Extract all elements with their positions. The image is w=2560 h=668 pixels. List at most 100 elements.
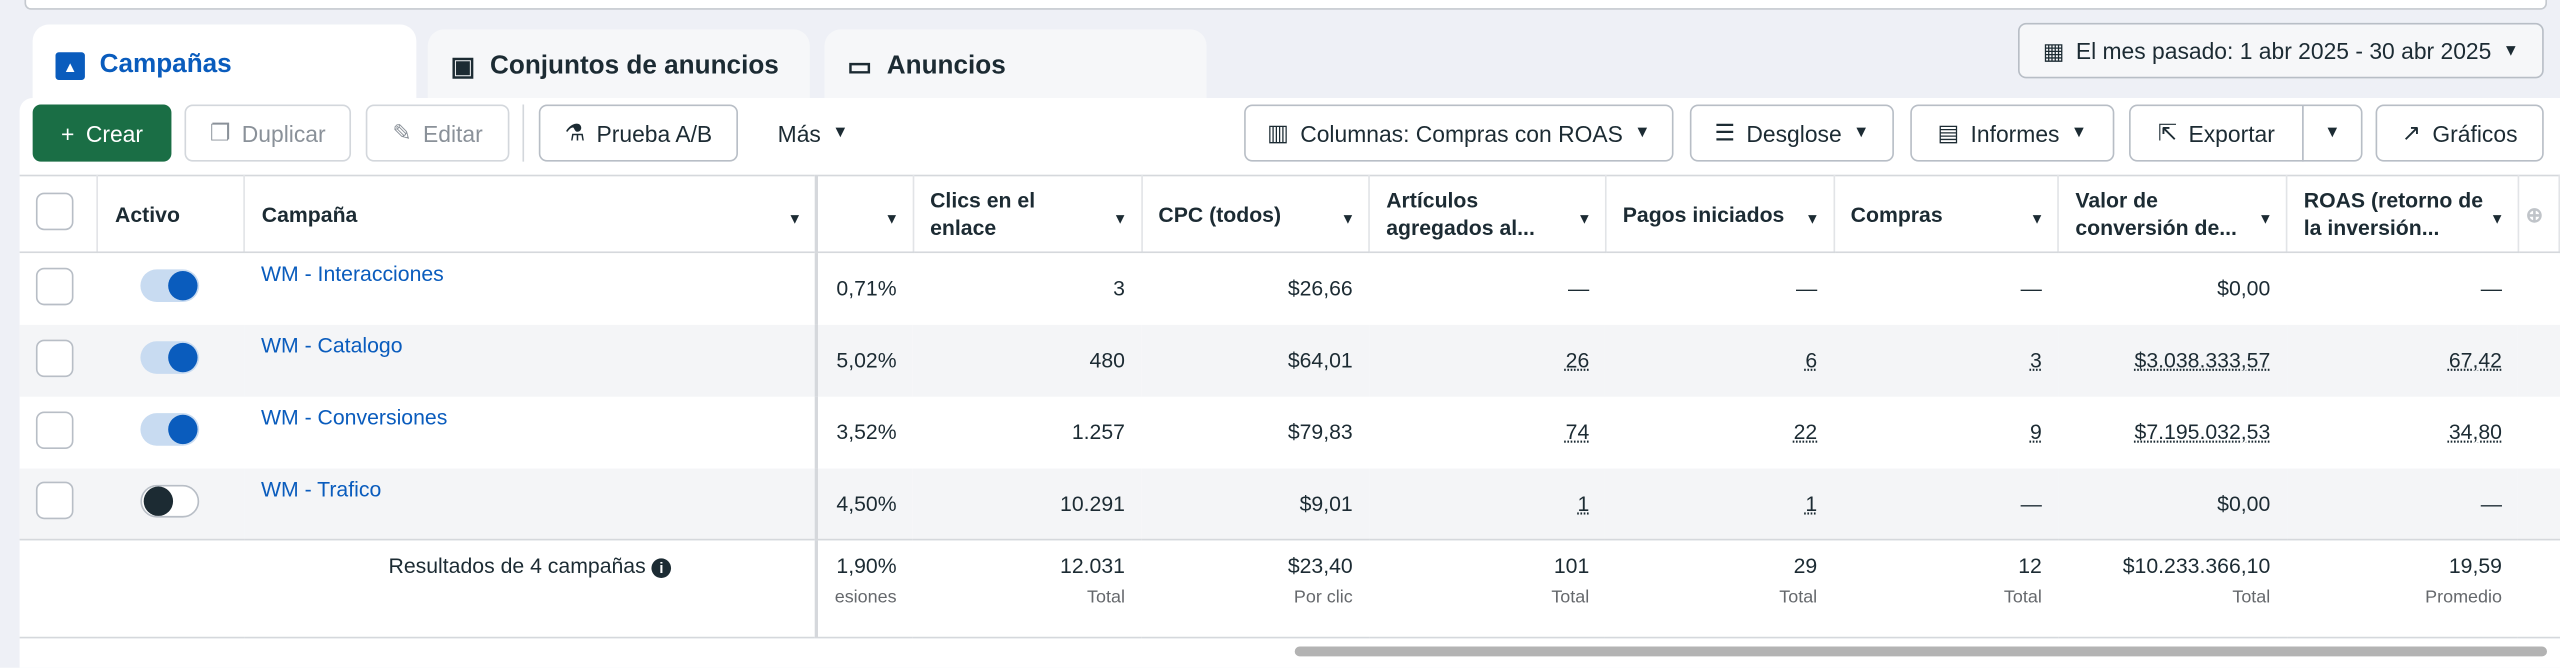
campaign-link[interactable]: WM - Conversiones [260,404,448,430]
pagos-cell: 6 [1605,324,1834,396]
horizontal-scrollbar[interactable] [1294,646,2548,657]
active-toggle[interactable] [140,341,200,374]
valor-value: $0,00 [2217,276,2271,301]
table-header: Activo Campaña ▼ ▼ Clics en el enlace ▼ CP… [19,174,2560,254]
row-checkbox[interactable] [35,482,74,520]
tab-anuncios[interactable]: ▭ Anuncios [824,29,1207,105]
divider [522,104,525,162]
compras-value[interactable]: 9 [2030,419,2042,445]
sort-icon[interactable]: ▼ [2029,210,2045,227]
valor-value[interactable]: $7.195.032,53 [2134,419,2271,445]
campaign-name-cell: WM - Interacciones [244,252,819,325]
summary-sub: Total [1779,587,1818,608]
table-row[interactable]: WM - Catalogo 5,02% 480 $64,01 26 6 3 $3.038.33… [19,324,2560,396]
active-toggle[interactable] [140,269,200,303]
duplicate-button[interactable]: ❐ Duplicar [184,104,352,162]
valor-value[interactable]: $3.038.333,57 [2134,347,2271,373]
sort-icon[interactable]: ▼ [2489,210,2505,227]
pagos-value[interactable]: 22 [1793,419,1818,445]
col-cpc[interactable]: CPC (todos) ▼ [1141,174,1370,254]
table-row[interactable]: WM - Interacciones 0,71% 3 $26,66 — — — $0,00 — [20,252,2560,325]
sort-icon[interactable]: ▼ [1577,210,1592,227]
tab-conjuntos[interactable]: ▣ Conjuntos de anuncios [427,29,810,105]
summary-sub: esiones [834,587,897,608]
create-button[interactable]: + Crear [32,104,172,162]
col-campana[interactable]: Campaña ▼ [244,174,819,254]
sort-icon[interactable]: ▼ [787,210,803,227]
info-icon[interactable]: i [651,558,672,578]
col-activo[interactable]: Activo [97,174,246,254]
pagos-cell: 1 [1605,467,1834,540]
date-range-picker[interactable]: ▦ El mes pasado: 1 abr 2025 - 30 abr 2025… [2018,22,2544,79]
campaigns-table: Activo Campaña ▼ ▼ Clics en el enlace ▼ CP… [19,174,2560,639]
tab-campanas[interactable]: ▲ Campañas [32,24,417,107]
chevron-down-icon: ▼ [2502,41,2519,60]
roas-value[interactable]: 34,80 [2448,419,2503,445]
ctr-cell: 5,02% [816,324,913,396]
sort-icon[interactable]: ▼ [2258,210,2273,227]
row-select [20,396,98,468]
summary-value: $10.233.366,10 [2122,553,2271,578]
add-column[interactable]: ⊕ [2518,174,2560,254]
select-all-checkbox[interactable] [35,191,74,230]
campaign-link[interactable]: WM - Trafico [260,476,382,501]
breakdown-button[interactable]: ☰ Desglose ▼ [1689,104,1894,162]
search-bar[interactable] [24,0,2548,10]
col-pagos[interactable]: Pagos iniciados ▼ [1605,174,1835,254]
sort-icon[interactable]: ▼ [1112,210,1128,227]
edit-button[interactable]: ✎ Editar [365,104,510,162]
pagos-value[interactable]: 1 [1805,491,1818,516]
roas-value[interactable]: 67,42 [2448,347,2503,373]
summary-roas: 19,59 Promedio [2286,538,2519,639]
summary-valor: $10.233.366,10 Total [2058,538,2287,639]
col-roas[interactable]: ROAS (retorno de la inversión... ▼ [2286,174,2520,254]
summary-sub: Promedio [2425,587,2503,608]
reports-button[interactable]: ▤ Informes ▼ [1910,104,2115,162]
more-button[interactable]: Más ▼ [759,104,867,162]
art-value[interactable]: 26 [1565,347,1590,373]
active-cell [97,324,245,396]
row-checkbox[interactable] [35,267,74,305]
col-valor[interactable]: Valor de conversión de... ▼ [2058,174,2288,254]
export-button[interactable]: ⇱ Exportar [2129,104,2304,162]
compras-cell: 3 [1833,324,2059,396]
row-checkbox[interactable] [35,410,74,449]
charts-button[interactable]: ↗ Gráficos [2375,104,2544,162]
col-ctr[interactable]: ▼ [816,174,914,254]
col-label: Clics en el enlace [930,187,1036,241]
art-cell: 26 [1369,324,1606,396]
pagos-value[interactable]: 6 [1805,347,1818,373]
art-value[interactable]: 74 [1565,419,1590,445]
col-label: Valor de conversión de... [2075,187,2237,241]
label: Editar [422,120,483,147]
row-checkbox[interactable] [35,338,74,377]
campaign-link[interactable]: WM - Catalogo [260,333,403,358]
campaign-link[interactable]: WM - Interacciones [260,261,444,287]
art-value[interactable]: 1 [1577,491,1590,516]
sort-icon[interactable]: ▼ [1805,210,1820,227]
copy-icon: ❐ [209,119,231,146]
pagos-cell: — [1606,252,1834,324]
table-row[interactable]: WM - Conversiones 3,52% 1.257 $79,83 74 22 9 $7… [20,395,2560,468]
col-clics[interactable]: Clics en el enlace ▼ [912,174,1143,254]
compras-value[interactable]: 3 [2030,347,2042,373]
summary-sub: Total [1551,587,1590,608]
art-cell: — [1369,252,1606,324]
columns-button[interactable]: ▥ Columnas: Compras con ROAS ▼ [1244,104,1674,162]
empty-cell [2518,467,2560,540]
active-toggle[interactable] [140,484,200,518]
sort-icon[interactable]: ▼ [1340,210,1356,227]
date-range-label: El mes pasado: 1 abr 2025 - 30 abr 2025 [2075,37,2492,64]
export-dropdown[interactable]: ▼ [2302,104,2363,162]
cpc-cell: $79,83 [1141,396,1369,468]
export-icon: ⇱ [2157,119,2178,146]
table-row[interactable]: WM - Trafico 4,50% 10.291 $9,01 1 1 — $0,00 — [19,467,2560,540]
ab-test-button[interactable]: ⚗ Prueba A/B [538,104,738,162]
col-articulos[interactable]: Artículos agregados al... ▼ [1369,174,1607,254]
label: Informes [1970,120,2060,147]
row-select [20,252,98,324]
col-compras[interactable]: Compras ▼ [1833,174,2060,254]
active-toggle[interactable] [140,413,200,446]
sort-icon[interactable]: ▼ [884,210,900,227]
compras-value: — [2020,491,2042,516]
